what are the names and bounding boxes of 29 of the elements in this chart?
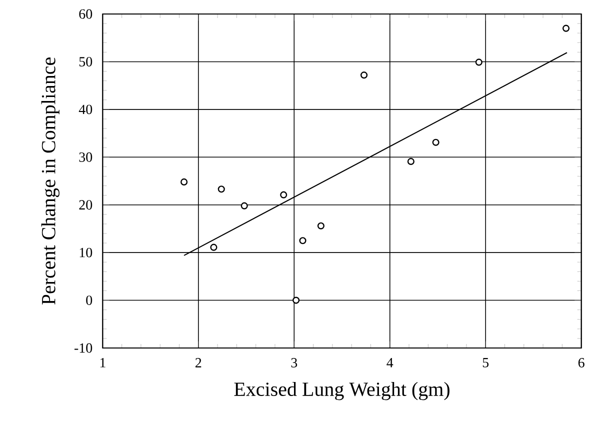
y-tick-label: 0 bbox=[86, 296, 92, 306]
y-tick-label: 40 bbox=[78, 104, 92, 114]
point bbox=[475, 58, 482, 66]
x-tick-label: 4 bbox=[386, 358, 394, 368]
point bbox=[562, 24, 570, 32]
y-tick-label: 60 bbox=[79, 9, 92, 19]
x-tick-label: 6 bbox=[578, 358, 584, 368]
point bbox=[317, 222, 324, 230]
point bbox=[280, 191, 288, 198]
y-tick-label: 50 bbox=[79, 57, 92, 66]
x-tick-label: 3 bbox=[291, 358, 298, 368]
point bbox=[240, 202, 248, 210]
y-tick-label: 30 bbox=[79, 152, 92, 162]
x-tick-label: 1 bbox=[100, 358, 106, 368]
point bbox=[180, 178, 188, 186]
y-tick-label: 20 bbox=[79, 200, 92, 210]
point bbox=[210, 244, 218, 251]
y-tick-label: 10 bbox=[80, 248, 92, 258]
point bbox=[360, 72, 368, 79]
point bbox=[292, 296, 300, 304]
point bbox=[407, 158, 414, 165]
point bbox=[218, 186, 225, 193]
point bbox=[299, 237, 306, 244]
y-tick-label: -10 bbox=[74, 343, 92, 353]
point bbox=[432, 138, 440, 146]
x-tick-label: 5 bbox=[482, 358, 489, 368]
x-tick-label: 2 bbox=[196, 358, 202, 368]
y-axis-title: Percent Change in Compliance bbox=[41, 58, 60, 305]
x-axis-title: Excised Lung Weight (gm) bbox=[234, 382, 450, 400]
